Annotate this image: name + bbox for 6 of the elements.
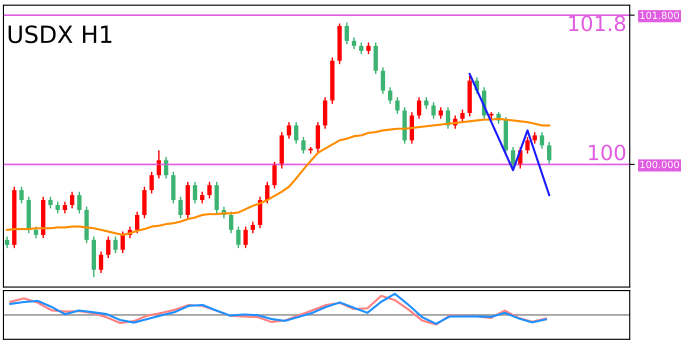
y-tick-label: 101.800 bbox=[640, 12, 679, 19]
text: USDX H1 bbox=[8, 25, 112, 44]
ref-line-label: 100 bbox=[589, 144, 626, 160]
ref-line-label: 101.8 bbox=[569, 16, 626, 32]
y-tick-label: 100.000 bbox=[640, 160, 679, 168]
line-series bbox=[468, 72, 550, 196]
